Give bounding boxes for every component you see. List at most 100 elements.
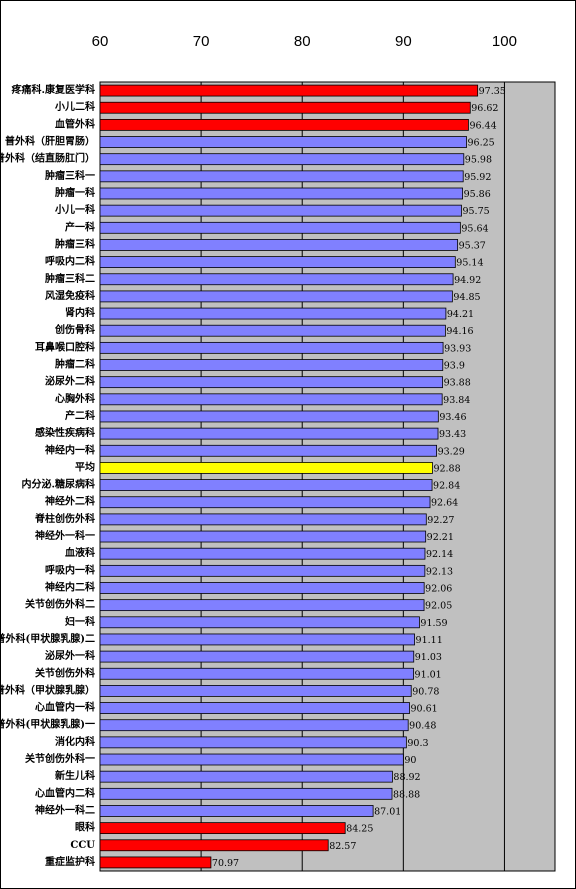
x-tick-label: 70	[193, 33, 210, 50]
bar	[99, 856, 212, 869]
bar	[99, 822, 346, 835]
y-tick-label: 普外科（结直肠肛门）	[0, 152, 95, 165]
value-label: 91.11	[416, 635, 443, 646]
y-tick-label: 内分泌.糖尿病科	[22, 478, 95, 491]
y-tick-label: 风湿免疫科	[45, 289, 95, 302]
y-tick-label: 小儿二科	[54, 100, 95, 113]
y-tick-label: 肿瘤三科二	[45, 272, 95, 285]
y-tick-label: 关节创伤外科	[35, 666, 95, 679]
y-tick-label: 肾内科	[65, 306, 95, 319]
bar	[99, 273, 454, 286]
value-label: 94.92	[454, 275, 481, 286]
y-tick-label: 创伤骨科	[54, 323, 95, 336]
bar	[99, 410, 439, 423]
y-tick-label: 耳鼻喉口腔科	[35, 340, 95, 353]
bar	[99, 118, 469, 131]
y-tick-label: 普外科(甲状腺乳腺)一	[0, 718, 95, 731]
value-label: 88.92	[393, 772, 420, 783]
y-tick-label: 心血管内二科	[35, 786, 95, 799]
value-label: 93.84	[443, 395, 470, 406]
y-tick-label: 呼吸内二科	[45, 255, 95, 268]
bar	[99, 770, 393, 783]
y-tick-label: 产二科	[65, 409, 95, 422]
x-tick-label: 90	[395, 33, 412, 50]
bar	[99, 290, 453, 303]
value-label: 92.88	[433, 463, 460, 474]
x-tick-label: 60	[92, 33, 109, 50]
value-label: 92.13	[426, 566, 453, 577]
value-label: 91.59	[420, 618, 447, 629]
x-tick-label: 80	[294, 33, 311, 50]
bar	[99, 204, 462, 217]
y-tick-label: 神经内一科	[45, 443, 95, 456]
y-tick-label: 眼科	[75, 821, 95, 834]
value-label: 92.06	[425, 583, 452, 594]
y-tick-label: 血管外科	[55, 117, 95, 130]
y-tick-label: 消化内科	[55, 735, 95, 748]
y-tick-label: 心胸外科	[55, 392, 95, 405]
y-tick-label: 妇一科	[64, 615, 95, 628]
bar	[99, 170, 464, 183]
value-label: 95.37	[459, 240, 486, 251]
y-tick-label: 肿瘤一科	[55, 186, 95, 199]
y-tick-label: 普外科（肝胆胃肠）	[5, 135, 95, 148]
value-label: 95.14	[456, 258, 483, 269]
value-label: 91.03	[415, 652, 442, 663]
value-label: 91.01	[415, 669, 442, 680]
bar	[99, 753, 404, 766]
y-tick-label: 神经内二科	[45, 580, 95, 593]
bar	[99, 496, 431, 509]
bar	[99, 221, 461, 234]
plot-area	[99, 81, 556, 872]
value-label: 95.86	[464, 189, 491, 200]
y-tick-label: 神经外二科	[45, 495, 95, 508]
value-label: 92.14	[426, 549, 453, 560]
value-label: 94.16	[446, 326, 473, 337]
y-tick-label: 关节创伤外科二	[25, 598, 95, 611]
bar	[99, 564, 426, 577]
y-tick-label: 新生儿科	[55, 769, 95, 782]
y-tick-label: 疼痛科.康复医学科	[12, 83, 95, 96]
y-tick-label: 关节创伤外科一	[25, 752, 95, 765]
y-tick-label: 心血管内一科	[35, 701, 95, 714]
value-label: 90.78	[412, 686, 439, 697]
y-tick-label: 神经外一科二	[35, 803, 95, 816]
value-label: 92.27	[427, 515, 454, 526]
value-label: 93.93	[444, 343, 471, 354]
bar	[99, 719, 409, 732]
value-label: 93.9	[444, 361, 465, 372]
value-label: 93.43	[439, 429, 466, 440]
value-label: 93.46	[439, 412, 466, 423]
value-label: 96.44	[469, 120, 496, 131]
value-label: 90.61	[411, 704, 438, 715]
value-label: 92.05	[425, 601, 452, 612]
value-label: 90	[404, 755, 416, 766]
bar	[99, 239, 459, 251]
bar	[99, 376, 443, 389]
bar	[99, 136, 467, 148]
value-label: 92.64	[431, 498, 458, 509]
value-label: 87.01	[374, 806, 401, 817]
value-label: 94.85	[453, 292, 480, 303]
y-tick-label: 脊柱创伤外科	[34, 512, 95, 525]
y-tick-label: 血液科	[65, 546, 95, 559]
bar	[99, 685, 412, 697]
value-label: 90.48	[409, 721, 436, 732]
value-label: 92.84	[433, 481, 460, 492]
y-tick-label: 泌尿外二科	[45, 375, 95, 388]
value-label: 93.88	[444, 378, 471, 389]
value-label: 95.92	[464, 172, 491, 183]
value-label: 95.64	[461, 223, 488, 234]
bar	[99, 633, 415, 646]
bar	[99, 667, 414, 680]
bar	[99, 393, 443, 406]
bar	[99, 84, 479, 97]
value-label: 97.35	[479, 86, 506, 97]
bar	[99, 153, 465, 166]
bar	[99, 479, 433, 491]
value-label: 94.21	[447, 309, 474, 320]
value-label: 84.25	[346, 824, 373, 835]
y-tick-label: 肿瘤三科一	[45, 169, 95, 182]
y-tick-label: 普外科（甲状腺乳腺）	[0, 683, 95, 696]
